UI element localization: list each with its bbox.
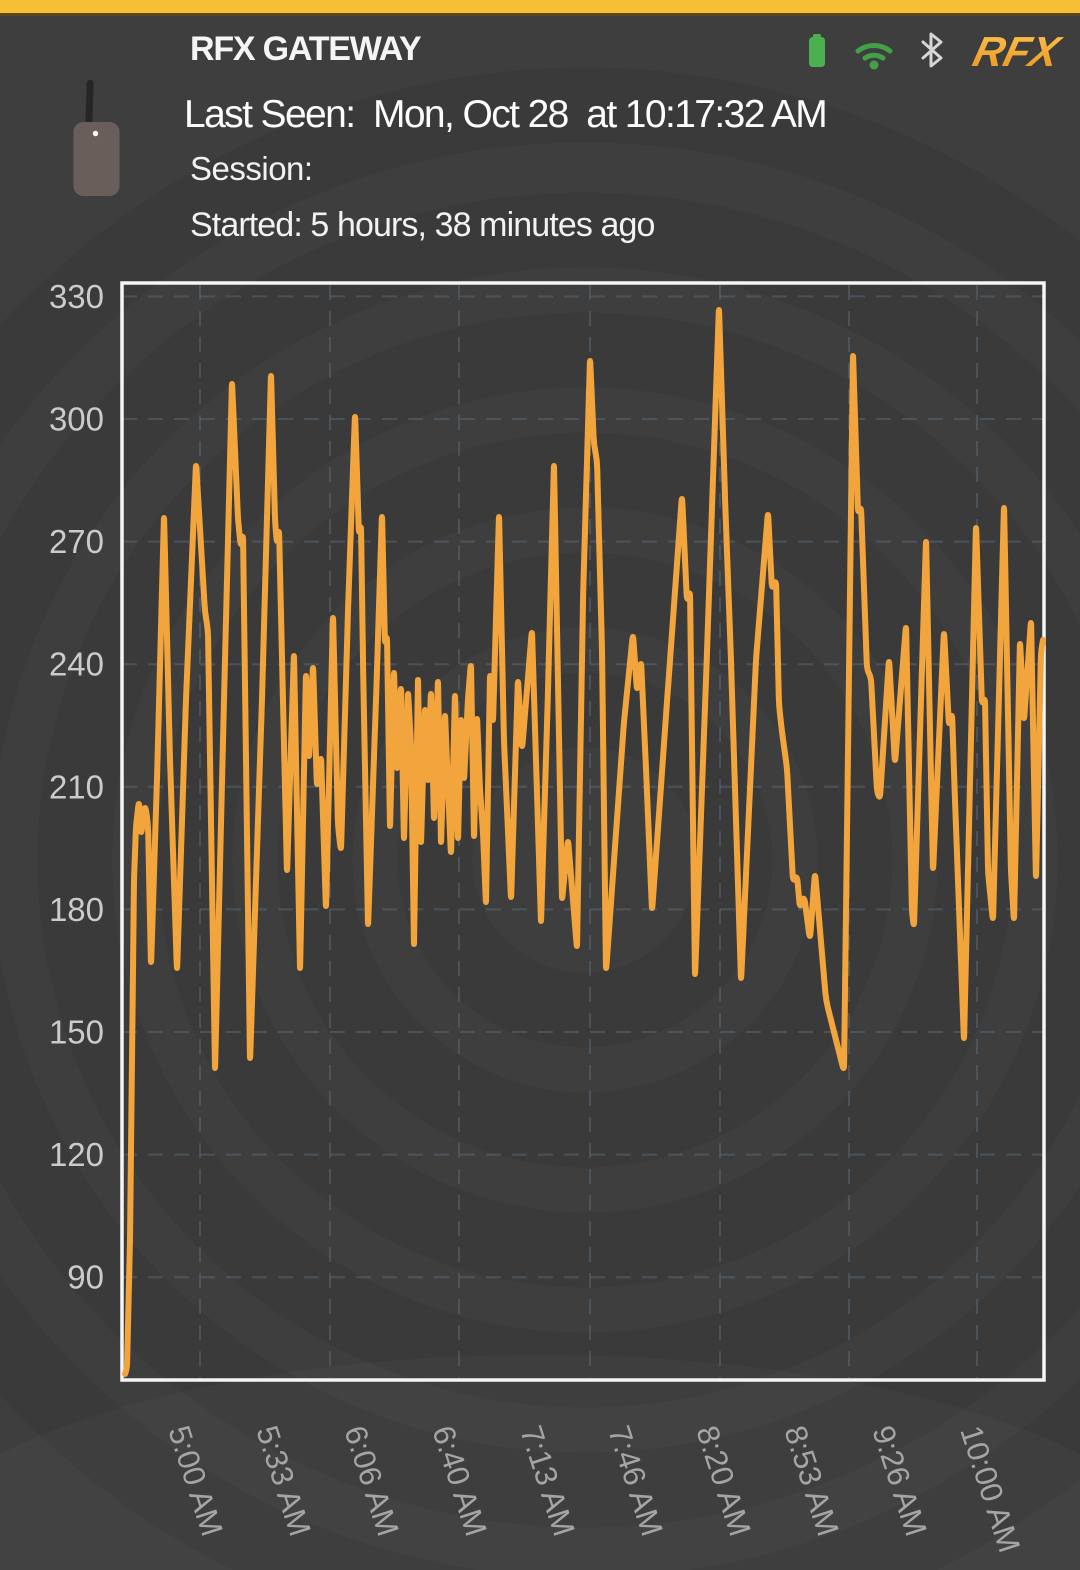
svg-text:RFX: RFX (968, 29, 1066, 76)
svg-text:270: 270 (49, 523, 104, 560)
svg-text:240: 240 (49, 646, 104, 683)
svg-text:150: 150 (49, 1014, 104, 1051)
svg-text:90: 90 (67, 1259, 104, 1296)
svg-text:180: 180 (49, 891, 104, 928)
svg-text:210: 210 (49, 768, 104, 805)
svg-text:330: 330 (49, 278, 104, 315)
svg-text:120: 120 (49, 1136, 104, 1173)
svg-text:300: 300 (49, 401, 104, 438)
